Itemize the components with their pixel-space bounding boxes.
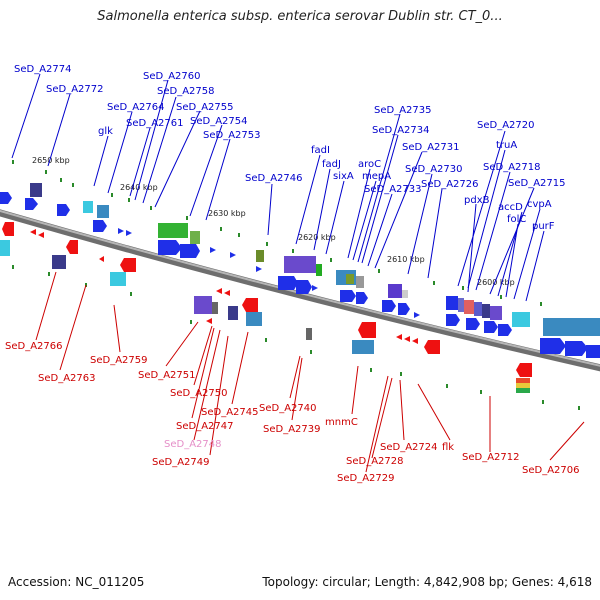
gene-label: SeD_A2751 (138, 370, 196, 381)
accession-text: Accession: NC_011205 (8, 575, 145, 589)
gene-label: SeD_A2724 (380, 442, 438, 453)
forward-genes (0, 183, 600, 358)
gene-label: SeD_A2731 (402, 142, 460, 153)
gene-label: SeD_A2758 (157, 86, 215, 97)
gene-label: cvpA (527, 199, 552, 210)
gene-label: SeD_A2730 (405, 164, 463, 175)
tick-label: 2630 kbp (208, 209, 246, 218)
gene-label: SeD_A2715 (508, 178, 566, 189)
gene-label: SeD_A2754 (190, 116, 248, 127)
gene-label: SeD_A2718 (483, 162, 541, 173)
gene-label: SeD_A2739 (263, 424, 321, 435)
gene-label: SeD_A2760 (143, 71, 201, 82)
gene-label: accD (498, 202, 523, 213)
gene-label: SeD_A2766 (5, 341, 63, 352)
tick-label: 2610 kbp (387, 255, 425, 264)
gene-label: fadJ (322, 159, 341, 170)
gene-label: mnmC (325, 417, 358, 428)
gene-label: fadI (311, 145, 330, 156)
gene-label: SeD_A2734 (372, 125, 430, 136)
gene-label: truA (496, 140, 517, 151)
gene-label: SeD_A2720 (477, 120, 535, 131)
gene-label: SeD_A2729 (337, 473, 395, 484)
reverse-leaders (35, 271, 585, 473)
gene-label: aroC (358, 159, 381, 170)
gene-label: SeD_A2749 (152, 457, 210, 468)
tick-label: 2650 kbp (32, 156, 70, 165)
gene-label: SeD_A2712 (462, 452, 520, 463)
gene-label: mepA (362, 171, 391, 182)
gene-label: SeD_A2763 (38, 373, 96, 384)
gene-label: pdxB (464, 195, 490, 206)
tick-track-reverse (12, 265, 580, 410)
gene-label: SeD_A2755 (176, 102, 234, 113)
gene-label: purF (532, 221, 555, 232)
summary-text: Topology: circular; Length: 4,842,908 bp… (262, 575, 592, 589)
forward-leaders (11, 73, 545, 302)
gene-label: SeD_A2772 (46, 84, 104, 95)
gene-label: folC (507, 214, 526, 225)
gene-label: SeD_A2747 (176, 421, 234, 432)
gene-label: SeD_A2764 (107, 102, 165, 113)
gene-label: sixA (333, 171, 354, 182)
gene-label: SeD_A2745 (201, 407, 259, 418)
gene-label: SeD_A2726 (421, 179, 479, 190)
gene-label: glk (98, 126, 113, 137)
gene-label: SeD_A2746 (245, 173, 303, 184)
gene-label: SeD_A2753 (203, 130, 261, 141)
gene-label: flk (442, 442, 454, 453)
gene-label: SeD_A2735 (374, 105, 432, 116)
tick-track-forward (12, 160, 542, 306)
tick-label: 2600 kbp (477, 278, 515, 287)
gene-label: SeD_A2759 (90, 355, 148, 366)
gene-label: SeD_A2728 (346, 456, 404, 467)
forward-gene-labels: SeD_A2774 SeD_A2772 glk SeD_A2764 SeD_A2… (14, 64, 566, 232)
reverse-gene-labels: SeD_A2766 SeD_A2763 SeD_A2759 SeD_A2751 … (5, 341, 580, 484)
gene-label: SeD_A2740 (259, 403, 317, 414)
reverse-genes (0, 222, 532, 393)
gene-label: SeD_A2750 (170, 388, 228, 399)
gene-label: SeD_A2774 (14, 64, 72, 75)
gene-label: SeD_A2733 (364, 184, 422, 195)
map-title: Salmonella enterica subsp. enterica sero… (97, 9, 503, 24)
gene-label: SeD_A2748 (164, 439, 222, 450)
gene-label: SeD_A2706 (522, 465, 580, 476)
gene-label: SeD_A2761 (126, 118, 184, 129)
